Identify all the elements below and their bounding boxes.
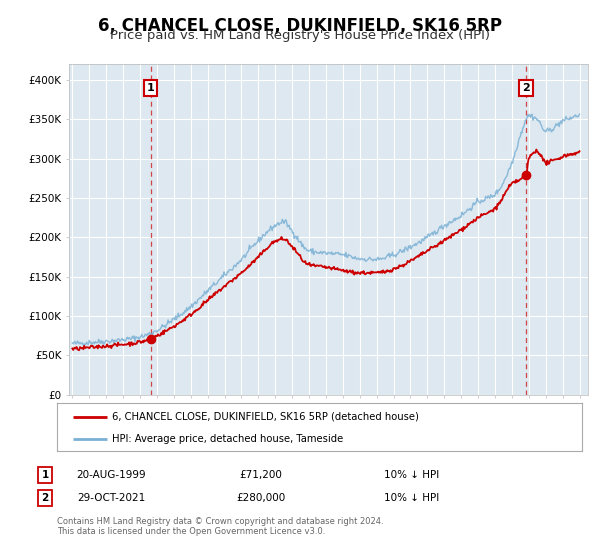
Text: 20-AUG-1999: 20-AUG-1999: [76, 470, 146, 480]
Text: 29-OCT-2021: 29-OCT-2021: [77, 493, 145, 503]
Text: 6, CHANCEL CLOSE, DUKINFIELD, SK16 5RP: 6, CHANCEL CLOSE, DUKINFIELD, SK16 5RP: [98, 17, 502, 35]
Text: This data is licensed under the Open Government Licence v3.0.: This data is licensed under the Open Gov…: [57, 528, 325, 536]
Text: £71,200: £71,200: [239, 470, 283, 480]
Text: HPI: Average price, detached house, Tameside: HPI: Average price, detached house, Tame…: [112, 434, 343, 444]
Text: 10% ↓ HPI: 10% ↓ HPI: [384, 470, 439, 480]
Text: 6, CHANCEL CLOSE, DUKINFIELD, SK16 5RP (detached house): 6, CHANCEL CLOSE, DUKINFIELD, SK16 5RP (…: [112, 412, 419, 422]
Text: £280,000: £280,000: [236, 493, 286, 503]
Text: 10% ↓ HPI: 10% ↓ HPI: [384, 493, 439, 503]
Text: Contains HM Land Registry data © Crown copyright and database right 2024.: Contains HM Land Registry data © Crown c…: [57, 517, 383, 526]
Text: 2: 2: [41, 493, 49, 503]
Text: 2: 2: [522, 83, 530, 93]
Text: 1: 1: [147, 83, 155, 93]
Text: 1: 1: [41, 470, 49, 480]
Text: Price paid vs. HM Land Registry's House Price Index (HPI): Price paid vs. HM Land Registry's House …: [110, 29, 490, 42]
